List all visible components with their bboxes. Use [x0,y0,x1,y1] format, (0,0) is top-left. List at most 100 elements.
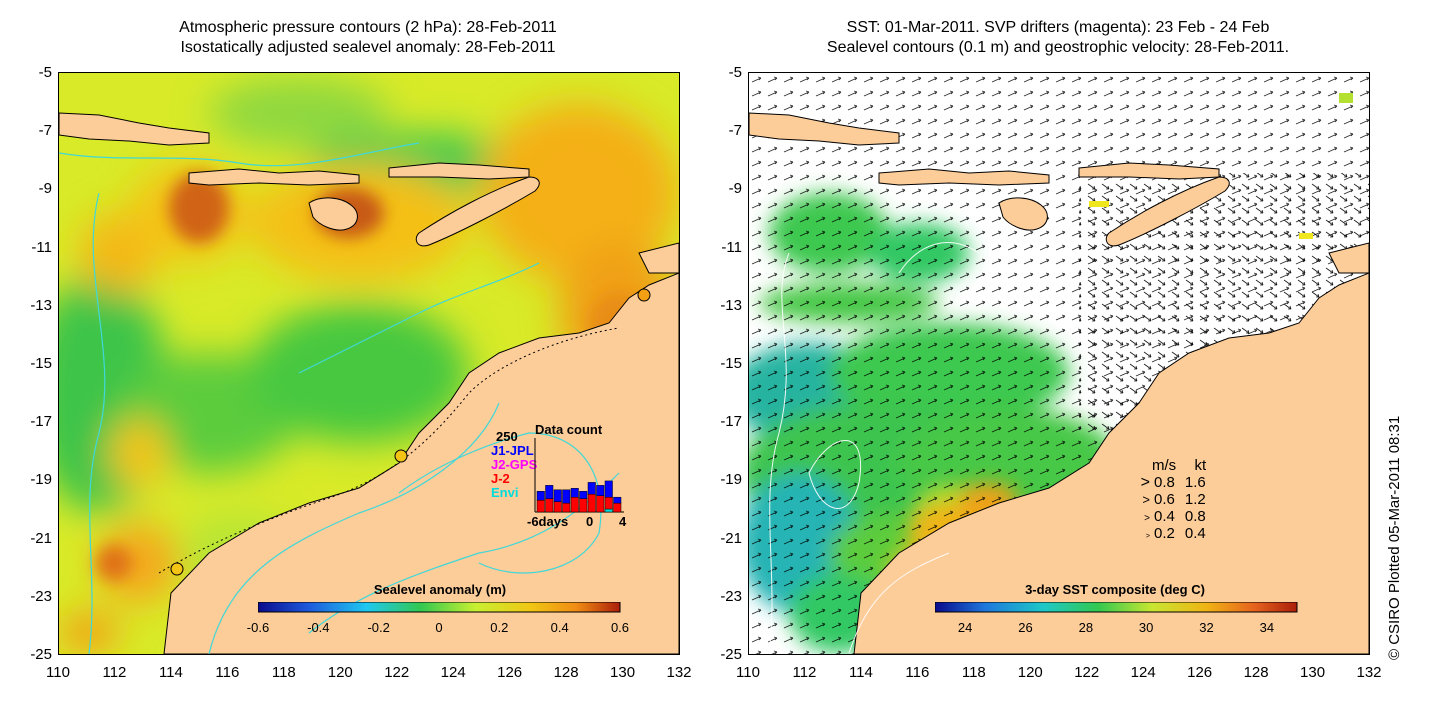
coastal-contour [158,327,620,574]
speed-legend-row: >0.4 0.8 [1130,508,1206,525]
histogram-bar [553,489,562,502]
right-lat-tick: -7 [728,122,742,140]
histogram-bar [570,488,579,498]
speed-arrow-icon: > [1145,533,1150,540]
left-lat-tick: -23 [30,587,52,605]
left-lat-tick: -13 [30,296,52,314]
histogram-bar [579,498,588,513]
right-lat-tick: -19 [720,471,742,489]
left-lon-tick: 112 [102,664,127,681]
speed-legend-row: >0.8 1.6 [1130,474,1206,492]
sealevel-map-svg [59,73,679,654]
histogram-bar [587,493,596,513]
histogram-bar [604,480,613,498]
right-lat-tick: -15 [720,355,742,372]
left-colorbar-tick: -0.2 [367,620,390,635]
right-lon-tick: 112 [792,664,817,681]
histogram-bar [604,508,613,513]
right-lat-tick: -25 [720,646,742,663]
sst-patch [1339,93,1353,103]
inset-series-2: J2-GPS [491,457,538,472]
speed-legend-header: m/s kt [1152,457,1206,474]
right-colorbar-tick: 34 [1259,620,1275,635]
speed-legend-ms: m/s [1152,457,1177,474]
inset-x-label-end: 4 [619,514,627,529]
left-colorbar-tick: -0.4 [307,620,330,635]
left-lat-tick: -15 [30,355,52,372]
left-lon-tick: 114 [158,664,183,681]
left-colorbar-tick: 0.2 [490,620,509,635]
histogram-bar [587,482,596,495]
right-lon-tick: 124 [1130,664,1156,681]
left-lat-tick: -5 [38,64,52,81]
speed-ms-value: 0.4 [1154,508,1175,525]
left-lon-tick: 120 [327,664,353,681]
right-lon-tick: 130 [1300,664,1326,681]
left-lat-tick: -9 [38,180,52,198]
left-lon-tick: 118 [271,664,296,681]
right-lon-tick: 128 [1243,664,1269,681]
right-colorbar-title: 3-day SST composite (deg C) [1025,582,1205,597]
speed-legend-row: >0.6 1.2 [1130,491,1206,508]
right-lon-tick: 118 [961,664,986,681]
left-lon-tick: 122 [384,664,410,681]
histogram-bar [613,502,622,513]
speed-legend-kt: kt [1194,457,1207,474]
credit-text: © CSIRO Plotted 05-Mar-2011 08:31 [1386,415,1403,660]
left-lon-tick: 130 [610,664,636,681]
left-lon-tick: 116 [215,664,240,681]
inset-ymax: 250 [496,429,518,444]
inset-title: Data count [535,422,603,437]
right-lat-tick: -9 [728,180,742,198]
right-lat-tick: -23 [720,587,742,605]
histogram-bar [579,491,588,499]
sst-velocity-map[interactable] [748,72,1370,655]
inset-series-3: J-2 [491,471,510,486]
speed-arrow-icon: > [1144,513,1150,524]
right-lon-tick: 120 [1017,664,1043,681]
left-colorbar-title: Sealevel anomaly (m) [373,582,507,597]
right-title-line2: Sealevel contours (0.1 m) and geostrophi… [826,39,1290,56]
left-lon-tick: 132 [666,664,692,681]
australia-land [163,272,679,654]
speed-kt-value: 1.2 [1184,491,1206,508]
left-colorbar-tick: 0.6 [610,620,630,635]
right-colorbar-tick: 26 [1018,620,1033,635]
left-title-line1: Atmospheric pressure contours (2 hPa): 2… [179,19,557,36]
histogram-bar [562,489,571,504]
left-lon-tick: 128 [553,664,579,681]
left-lon-tick: 126 [497,664,523,681]
tide-gauge-marker[interactable] [394,449,408,463]
australia-land-right [853,272,1369,654]
histogram-bar [613,496,622,504]
left-lon-tick: 124 [440,664,466,681]
right-lat-tick: -11 [721,238,742,256]
inset-series-4: Envi [491,485,519,500]
right-colorbar-tick: 24 [957,620,973,635]
histogram-bar [596,485,605,496]
sealevel-contours [768,242,980,654]
islands [59,112,679,274]
sst-warm-patch [1299,233,1313,239]
speed-ms-value: 0.2 [1154,525,1175,542]
histogram-bar [596,495,605,513]
right-colorbar-tick: 30 [1138,620,1154,635]
right-lon-tick: 122 [1074,664,1100,681]
right-lon-tick: 132 [1356,664,1382,681]
right-lat-tick: -5 [728,64,742,81]
inset-x-label-zero: 0 [586,514,594,529]
right-colorbar-tick: 28 [1078,620,1094,635]
right-lon-tick: 116 [905,664,930,681]
histogram-bar [562,502,571,513]
sst-warm-patch [1089,201,1109,207]
left-lat-tick: -7 [38,122,52,140]
histogram-bar [570,496,579,513]
speed-kt-value: 0.8 [1184,508,1206,525]
right-lat-tick: -21 [720,529,742,547]
left-lon-tick: 110 [46,664,70,681]
tide-gauge-marker[interactable] [170,562,184,576]
left-title-line2: Isostatically adjusted sealevel anomaly:… [180,39,556,56]
sealevel-anomaly-map[interactable] [58,72,680,655]
tide-gauge-marker[interactable] [637,288,651,302]
left-lat-tick: -19 [30,471,52,489]
